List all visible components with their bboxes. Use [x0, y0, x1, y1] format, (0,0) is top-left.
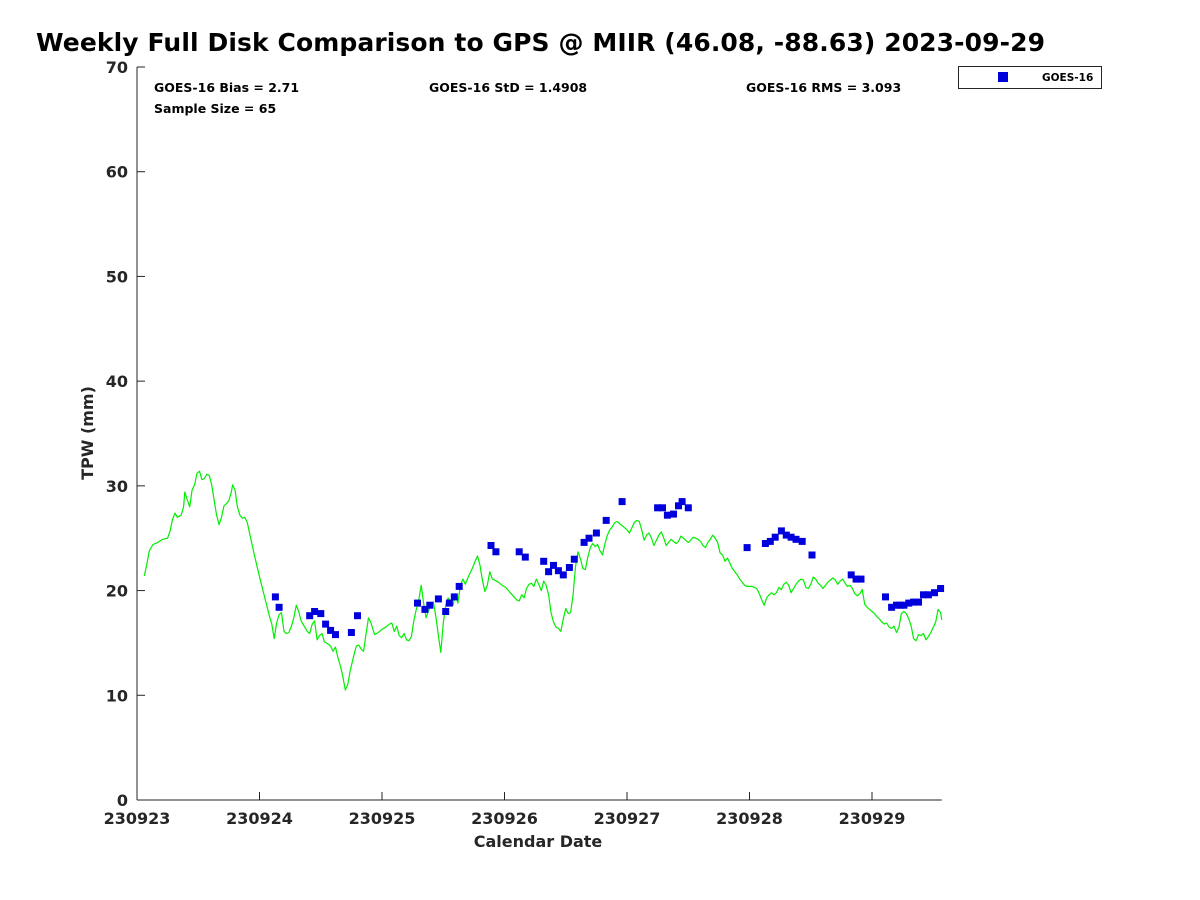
goes-16-point	[659, 504, 666, 512]
std-stat: GOES-16 StD = 1.4908	[429, 80, 587, 95]
goes-16-point	[332, 631, 339, 639]
y-tick-label: 70	[106, 58, 128, 77]
goes-16-point	[515, 548, 523, 556]
goes-16-point	[743, 544, 751, 552]
goes-16-point	[306, 612, 314, 620]
goes-16-point	[654, 504, 662, 512]
sample-size-stat: Sample Size = 65	[154, 101, 276, 116]
legend-marker-icon	[998, 72, 1008, 82]
goes-16-point	[931, 589, 938, 597]
goes-16-point	[924, 591, 932, 599]
x-tick-label: 230929	[839, 809, 906, 828]
goes-16-point	[847, 571, 855, 579]
goes-16-point	[882, 593, 889, 601]
x-tick-label: 230925	[349, 809, 416, 828]
goes-16-point	[782, 531, 790, 539]
goes-16-point	[570, 555, 578, 563]
goes-16-point	[900, 601, 908, 609]
x-axis-label: Calendar Date	[474, 832, 603, 851]
y-tick-label: 10	[106, 686, 128, 705]
y-tick-label: 50	[106, 267, 128, 286]
goes-16-point	[271, 593, 279, 601]
x-tick-label: 230926	[471, 809, 538, 828]
goes-16-point	[275, 603, 283, 611]
goes-16-point	[487, 542, 495, 549]
goes-16-point	[675, 502, 682, 510]
gps-series	[143, 470, 943, 691]
goes-16-point	[492, 548, 500, 556]
goes-16-point	[550, 561, 557, 569]
goes-16-point	[787, 533, 795, 541]
goes-16-point	[766, 537, 774, 545]
gps-line	[143, 470, 943, 691]
goes-16-point	[554, 567, 562, 575]
goes-16-point	[421, 605, 429, 613]
goes-16-point	[857, 575, 865, 583]
goes-16-point	[445, 599, 453, 607]
axes: 0 10 20 30 40 50 60 70 230923 230924 230925 230926 2…	[104, 58, 942, 828]
bias-stat: GOES-16 Bias = 2.71	[154, 80, 299, 95]
legend-box	[958, 66, 1102, 89]
goes-16-point	[327, 626, 335, 634]
goes-16-point	[347, 629, 355, 636]
goes-16-point	[893, 601, 900, 609]
x-tick-label: 230923	[104, 809, 171, 828]
y-tick-label: 60	[106, 163, 128, 182]
x-tick-label: 230924	[226, 809, 293, 828]
goes-16-point	[442, 608, 450, 615]
goes-16-point	[670, 510, 677, 518]
x-tick-label: 230927	[594, 809, 661, 828]
goes-16-point	[592, 529, 600, 537]
goes-16-point	[663, 511, 671, 519]
y-tick-label: 0	[117, 791, 128, 810]
legend[interactable]: GOES-16	[958, 66, 1102, 89]
goes-16-point	[580, 538, 588, 546]
goes-16-point	[896, 601, 904, 609]
goes-16-point	[852, 575, 860, 583]
goes-16-point	[602, 516, 610, 524]
goes-16-series	[271, 498, 945, 639]
goes-16-point	[565, 564, 573, 571]
goes-16-point	[888, 603, 896, 611]
legend-label: GOES-16	[1042, 72, 1093, 84]
goes-16-point	[317, 610, 325, 618]
goes-16-point	[771, 533, 779, 541]
goes-16-point	[585, 534, 593, 542]
goes-16-point	[559, 571, 567, 579]
goes-16-point	[920, 591, 927, 599]
y-tick-label: 20	[106, 582, 128, 601]
y-tick-label: 30	[106, 477, 128, 496]
goes-16-point	[354, 612, 361, 620]
goes-16-point	[905, 599, 913, 607]
goes-16-point	[915, 598, 922, 606]
chart-title: Weekly Full Disk Comparison to GPS @ MII…	[36, 28, 1046, 57]
goes-16-point	[455, 582, 463, 590]
goes-16-point	[761, 540, 769, 547]
goes-16-point	[311, 608, 319, 615]
goes-16-point	[910, 598, 918, 606]
goes-16-point	[434, 595, 442, 603]
x-tick-label: 230928	[716, 809, 783, 828]
goes-16-point	[322, 620, 330, 628]
goes-16-point	[450, 593, 458, 601]
goes-16-point	[545, 568, 553, 576]
goes-16-point	[798, 537, 806, 545]
goes-16-point	[808, 551, 816, 559]
goes-16-point	[937, 585, 945, 592]
goes-16-point	[414, 599, 421, 607]
goes-16-point	[777, 527, 785, 535]
y-tick-label: 40	[106, 372, 128, 391]
goes-16-point	[540, 557, 548, 565]
goes-16-point	[521, 553, 529, 561]
goes-16-point	[426, 601, 434, 609]
goes-16-point	[792, 535, 800, 543]
rms-stat: GOES-16 RMS = 3.093	[746, 80, 901, 95]
goes-16-point	[618, 498, 626, 506]
goes-16-point	[684, 504, 692, 512]
y-axis-label: TPW (mm)	[78, 386, 97, 480]
goes-16-point	[678, 498, 686, 506]
